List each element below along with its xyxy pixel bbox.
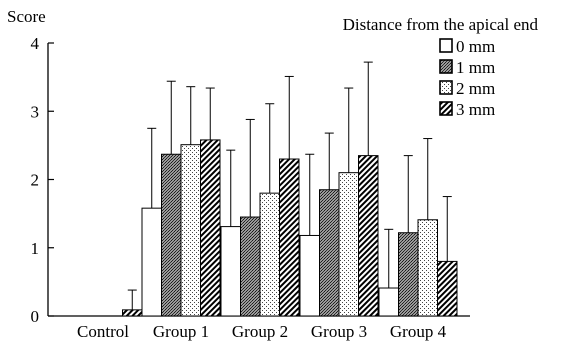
bar	[220, 226, 241, 317]
bars: Control Group 1 Group 2 Group 3 Group 4	[77, 61, 458, 341]
y-tick-label: 0	[31, 307, 40, 326]
x-tick-label: Control	[77, 322, 129, 341]
x-tick-label: Group 1	[153, 322, 209, 341]
bar	[358, 155, 379, 317]
legend-swatch	[439, 80, 453, 95]
bar	[279, 158, 300, 317]
bar	[398, 232, 419, 317]
y-tick-label: 2	[31, 171, 40, 190]
bar	[299, 234, 320, 317]
bar	[378, 287, 399, 317]
bar	[319, 189, 340, 317]
bar	[338, 172, 359, 317]
x-tick-label: Group 3	[311, 322, 367, 341]
legend-swatch	[439, 38, 453, 53]
y-tick-label: 3	[31, 102, 40, 121]
y-axis-title: Score	[7, 7, 46, 26]
legend: 0 mm 1 mm 2 mm 3 mm	[439, 37, 495, 119]
y-tick-label: 4	[31, 34, 40, 53]
y-tick-label: 1	[31, 239, 40, 258]
legend-title: Distance from the apical end	[343, 15, 539, 34]
bar	[122, 309, 143, 317]
legend-label: 2 mm	[456, 79, 495, 98]
bar	[161, 153, 182, 317]
bar	[259, 192, 280, 317]
bar	[180, 144, 201, 317]
legend-swatch	[439, 59, 453, 74]
legend-label: 1 mm	[456, 58, 495, 77]
legend-label: 3 mm	[456, 100, 495, 119]
bar	[240, 216, 261, 317]
x-tick-label: Group 2	[232, 322, 288, 341]
legend-swatch	[439, 101, 453, 116]
bar	[417, 219, 438, 317]
bar	[200, 139, 221, 317]
legend-label: 0 mm	[456, 37, 495, 56]
bar	[141, 207, 162, 317]
x-tick-label: Group 4	[390, 322, 447, 341]
bar	[437, 260, 458, 317]
